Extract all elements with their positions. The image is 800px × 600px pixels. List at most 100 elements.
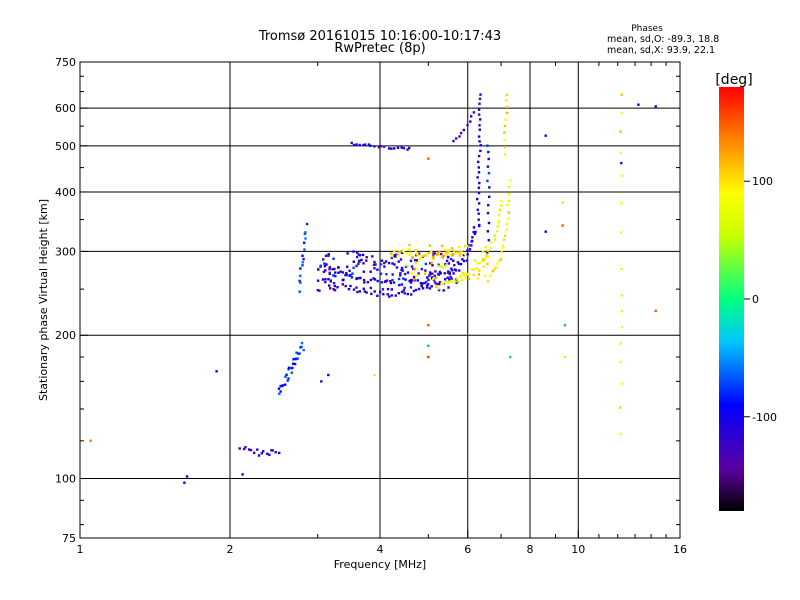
echo-point: [462, 259, 466, 263]
echo-point: [411, 256, 415, 259]
echo-point: [425, 286, 429, 289]
echo-point: [389, 281, 393, 285]
echo-point: [409, 281, 413, 284]
echo-point: [476, 197, 479, 201]
echo-point: [324, 254, 328, 257]
echo-point: [384, 260, 388, 263]
echo-point: [382, 293, 385, 296]
echo-point: [399, 274, 402, 277]
echo-point: [442, 254, 445, 258]
echo-point: [403, 272, 407, 276]
echo-point: [544, 230, 547, 233]
echo-point: [455, 277, 458, 280]
echo-point: [402, 277, 405, 280]
echo-point: [348, 269, 351, 272]
echo-point: [489, 246, 492, 250]
echo-point: [391, 262, 394, 265]
echo-point: [486, 165, 490, 168]
echo-point: [400, 268, 403, 272]
echo-point: [402, 147, 405, 150]
echo-point: [620, 382, 624, 385]
echo-point: [293, 362, 297, 366]
echo-point: [383, 261, 386, 265]
echo-point: [425, 280, 428, 284]
echo-point: [477, 212, 480, 215]
echo-point: [329, 287, 332, 290]
echo-point: [427, 157, 430, 160]
echo-point: [476, 262, 480, 265]
echo-point: [428, 271, 432, 274]
echo-point: [452, 272, 455, 275]
echo-point: [443, 272, 446, 275]
echo-point: [426, 284, 429, 287]
echo-point: [412, 289, 416, 293]
echo-point: [386, 287, 390, 291]
echo-point: [505, 222, 509, 226]
echo-point: [281, 384, 284, 387]
echo-point: [481, 250, 485, 253]
echo-point: [448, 271, 451, 274]
echo-point: [372, 277, 375, 280]
echo-point: [328, 272, 331, 276]
echo-point: [365, 259, 368, 262]
echo-point: [473, 259, 477, 262]
echo-point: [499, 258, 503, 261]
y-tick-label: 750: [55, 56, 76, 69]
echo-point: [301, 254, 304, 257]
echo-point: [427, 278, 430, 282]
echo-point: [418, 259, 421, 262]
echo-point: [382, 145, 386, 148]
echo-point: [420, 283, 423, 287]
echo-point: [420, 285, 423, 288]
echo-point: [437, 287, 440, 290]
echo-point: [478, 102, 481, 105]
echo-point: [435, 285, 438, 288]
echo-point: [500, 204, 503, 207]
echo-point: [477, 202, 481, 205]
echo-point: [427, 355, 430, 359]
echo-point: [355, 264, 358, 268]
echo-point: [474, 230, 477, 234]
echo-point: [414, 259, 417, 262]
echo-point: [400, 290, 404, 294]
echo-point: [292, 358, 295, 361]
echo-point: [465, 273, 469, 276]
echo-point: [366, 281, 370, 284]
echo-point: [486, 179, 489, 183]
echo-point: [351, 272, 354, 275]
echo-point: [319, 264, 322, 267]
echo-point: [464, 276, 467, 280]
y-tick-label: 500: [55, 140, 76, 153]
echo-point: [444, 278, 447, 281]
echo-point: [509, 179, 512, 182]
echo-point: [450, 254, 453, 257]
echo-point: [327, 373, 330, 377]
echo-point: [486, 230, 489, 233]
echo-point: [487, 280, 490, 283]
echo-point: [453, 249, 456, 253]
echo-point: [299, 346, 302, 349]
echo-point: [406, 264, 409, 268]
echo-point: [414, 249, 417, 252]
echo-point: [487, 157, 490, 161]
echo-point: [439, 272, 442, 275]
echo-point: [497, 219, 500, 223]
echo-point: [433, 274, 436, 278]
echo-point: [421, 282, 424, 285]
x-tick-label: 8: [527, 543, 534, 556]
echo-point: [463, 245, 467, 248]
echo-point: [416, 254, 419, 257]
echo-point: [504, 118, 507, 121]
echo-point: [429, 250, 433, 254]
echo-point: [372, 263, 376, 266]
echo-point: [507, 211, 510, 214]
echo-point: [493, 268, 496, 271]
echo-point: [468, 248, 472, 251]
echo-point: [454, 268, 457, 271]
echo-point: [503, 124, 507, 127]
echo-point: [371, 255, 374, 258]
echo-point: [385, 279, 389, 282]
echo-point: [393, 147, 396, 150]
echo-point: [620, 294, 624, 297]
echo-point: [457, 280, 460, 283]
